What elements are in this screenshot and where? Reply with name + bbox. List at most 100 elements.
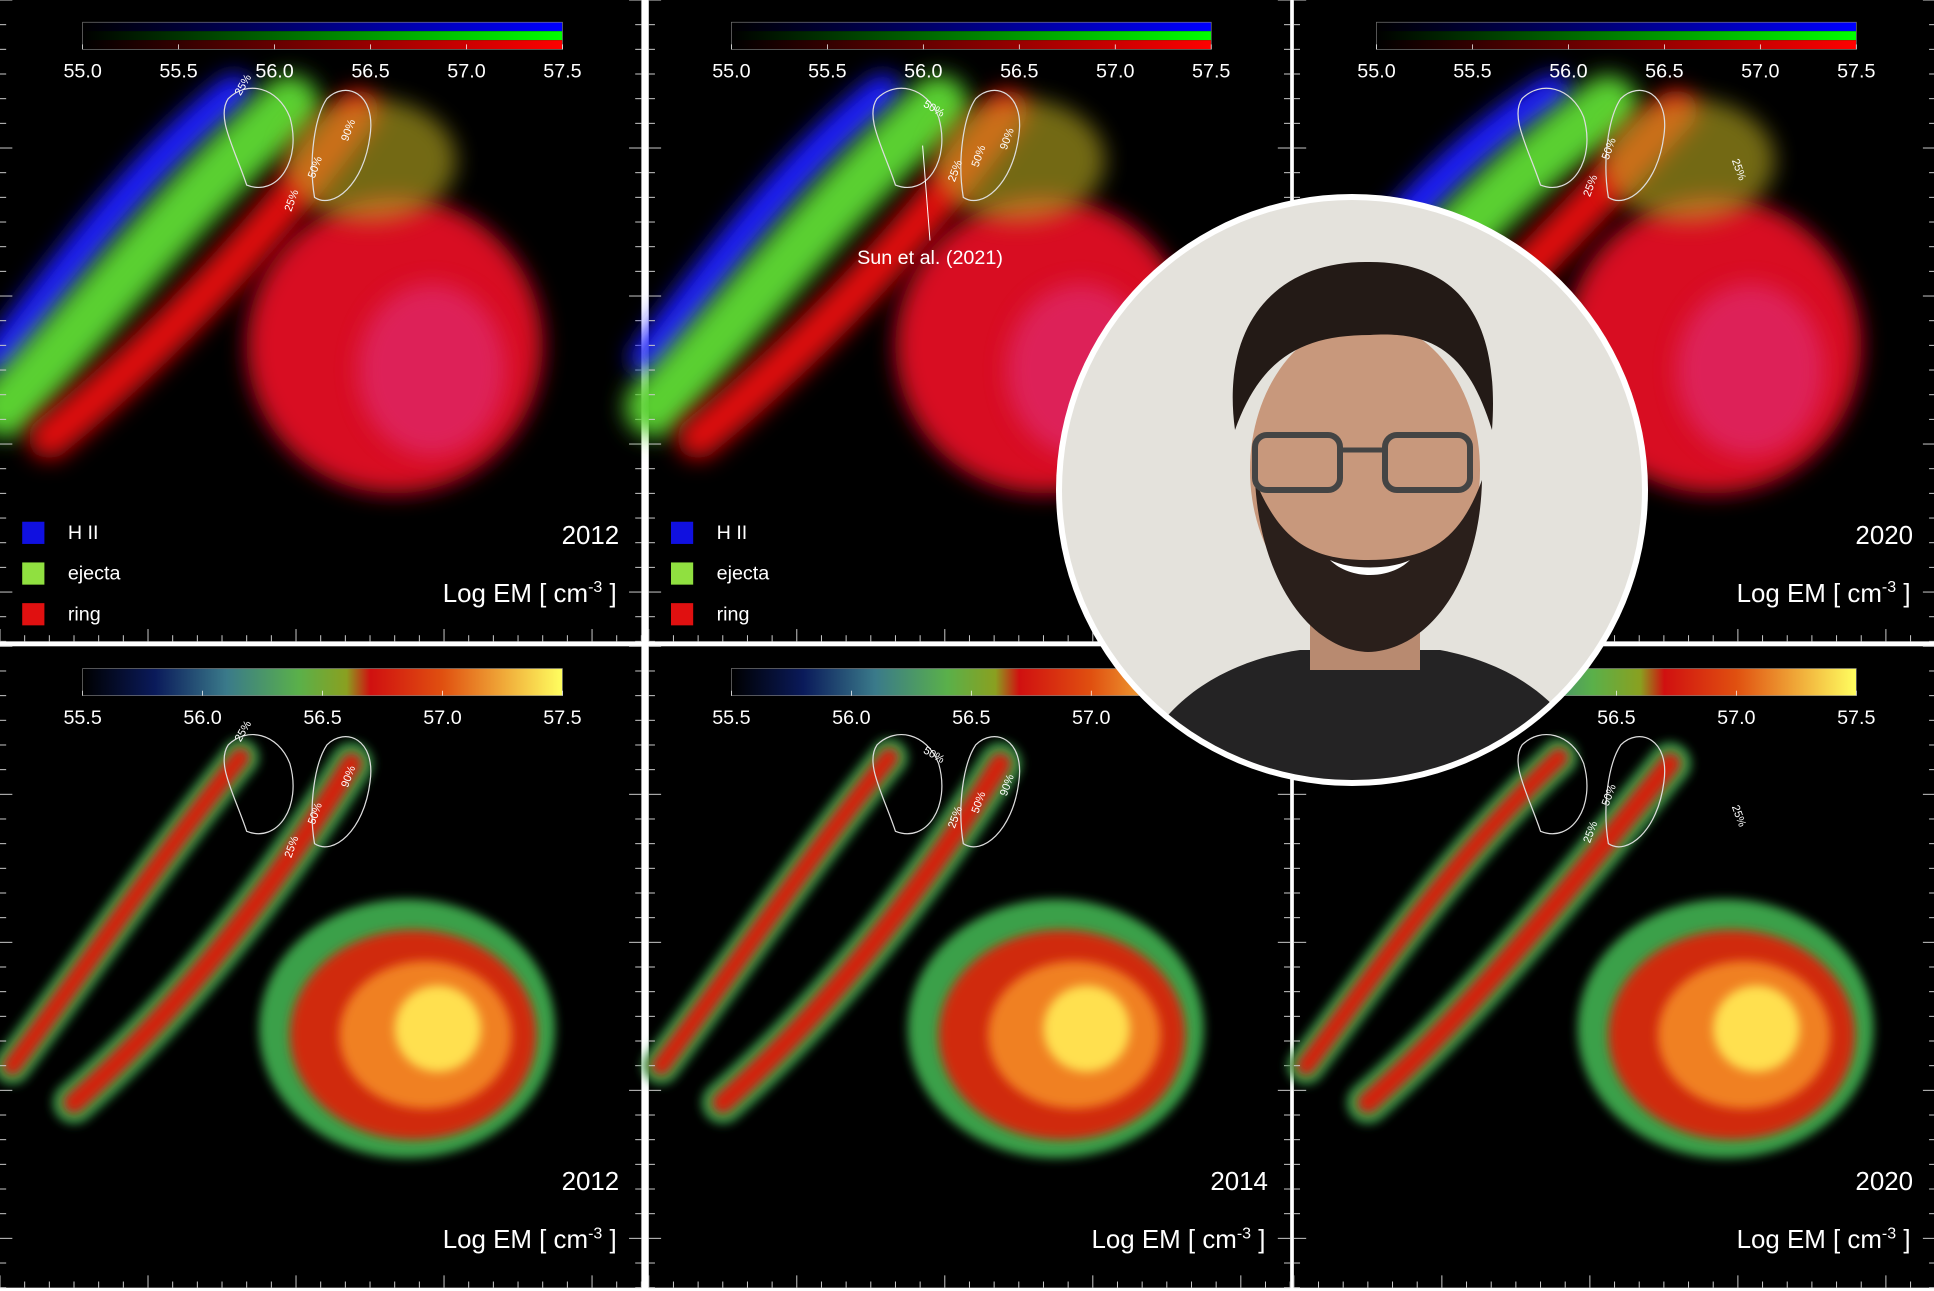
- colorbar-tick-label: 57.5: [543, 61, 581, 83]
- ring-top: [932, 98, 1106, 223]
- colorbar-strip: [82, 40, 563, 50]
- contour: [311, 736, 372, 848]
- axis-label-end: ]: [602, 1226, 616, 1254]
- colorbar-tick-label: 57.0: [1072, 707, 1110, 729]
- axis-label: Log EM [ cm-3 ]: [443, 578, 617, 608]
- axis-label-text: Log EM [ cm: [1737, 580, 1882, 608]
- hair: [1232, 261, 1493, 430]
- axis-label-text: Log EM [ cm: [1092, 1226, 1237, 1254]
- colorbar-frame: [82, 21, 563, 50]
- streak-inner: [651, 748, 899, 1075]
- smile: [1330, 560, 1410, 575]
- colorbar-tick-label: 55.5: [1453, 61, 1491, 83]
- panel: 55.0 55.5 56.0 56.5 57.0 57.550%25%50%90%Sun …: [625, 0, 1291, 642]
- colorbar-tick-label: 56.5: [1597, 707, 1635, 729]
- year-label: 2020: [1855, 1168, 1913, 1196]
- colorbar-strip: [1376, 40, 1857, 50]
- colorbar-tick-label: 57.5: [543, 707, 581, 729]
- hii-band: [630, 74, 902, 377]
- contour: [1605, 89, 1666, 202]
- axis-label-text: Log EM [ cm: [443, 1226, 588, 1254]
- colorbar-tick-label: 55.0: [1357, 61, 1395, 83]
- ring-top: [1602, 98, 1775, 223]
- contour: [872, 87, 943, 188]
- year-label: 2020: [1855, 522, 1913, 550]
- beard: [1255, 480, 1482, 652]
- ejecta-band: [625, 75, 969, 437]
- colorbar-strip: [82, 22, 563, 32]
- axis-label: Log EM [ cm-3 ]: [1737, 1224, 1911, 1254]
- streak-inner: [712, 753, 1011, 1114]
- contour: [1517, 87, 1588, 188]
- streak-inner: [1296, 748, 1569, 1075]
- ring-core: [357, 283, 506, 457]
- colorbar-tick-label: 56.5: [351, 61, 389, 83]
- legend-swatch: [670, 603, 694, 626]
- legend-label: ring: [68, 603, 101, 625]
- axis-label: Log EM [ cm-3 ]: [1737, 578, 1911, 608]
- contour: [960, 89, 1021, 202]
- annotation: Sun et al. (2021): [857, 247, 1003, 269]
- colorbar-tick-label: 57.0: [1741, 61, 1779, 83]
- colorbar-tick-label: 57.0: [1096, 61, 1134, 83]
- colorbar-tick-label: 56.5: [303, 707, 341, 729]
- colorbar-tick-label: 57.5: [1837, 61, 1875, 83]
- colorbar-tick-label: 56.0: [832, 707, 870, 729]
- glasses-left: [1252, 432, 1343, 493]
- legend-label: H II: [68, 522, 99, 544]
- legend-swatch: [670, 562, 694, 585]
- panel: 55.5 56.0 56.5 57.0 57.525%25%50%90%2012Log …: [0, 645, 642, 1289]
- legend-label: ejecta: [717, 563, 770, 585]
- cloud-yellow: [394, 985, 482, 1072]
- axis-label-sup: -3: [1237, 1224, 1251, 1242]
- axis-label: Log EM [ cm-3 ]: [443, 1224, 617, 1254]
- colorbar-tick-label: 56.5: [952, 707, 990, 729]
- colorbar-strip: [1376, 31, 1857, 41]
- axis-label-end: ]: [1251, 1226, 1265, 1254]
- year-label: 2012: [562, 522, 620, 550]
- panel: 55.556.056.557.057.550%25%50%90%2014Log …: [642, 645, 1291, 1289]
- contour: [960, 736, 1021, 848]
- cloud-yellow: [1713, 985, 1800, 1072]
- emission-map: [0, 74, 543, 494]
- colorbar-tick-label: 55.0: [63, 61, 101, 83]
- legend-label: ejecta: [68, 563, 121, 585]
- colorbar-strip: [82, 31, 563, 41]
- colorbar-tick-label: 57.0: [423, 707, 461, 729]
- axis-label-end: ]: [1896, 580, 1910, 608]
- year-label: 2014: [1210, 1168, 1268, 1196]
- colorbar-tick-label: 55.5: [808, 61, 846, 83]
- streak-inner: [3, 748, 250, 1075]
- axis-label: Log EM [ cm-3 ]: [1092, 1224, 1266, 1254]
- contour: [872, 734, 943, 835]
- legend-swatch: [22, 562, 45, 585]
- colorbar-strip: [1376, 22, 1857, 32]
- legend-swatch: [22, 603, 45, 626]
- colorbar-strip: [731, 31, 1212, 41]
- colorbar-tick-label: 57.5: [1837, 707, 1875, 729]
- panel: 55.0 55.5 56.0 56.5 57.0 57.525%25%50%90%H II…: [0, 0, 642, 642]
- contour: [311, 89, 372, 202]
- contour: [1605, 736, 1666, 848]
- annotation-line: [922, 145, 931, 241]
- streak-inner: [63, 753, 363, 1114]
- colorbar-tick-label: 56.0: [183, 707, 221, 729]
- axis-label-text: Log EM [ cm: [1737, 1226, 1882, 1254]
- colorbar-tick-label: 57.0: [447, 61, 485, 83]
- contour: [223, 734, 294, 835]
- photo: [1062, 200, 1642, 780]
- contour: [1517, 734, 1588, 835]
- emission-map: [0, 734, 556, 1159]
- colorbar-tick-label: 56.5: [1645, 61, 1683, 83]
- colorbar-tick-label: 56.0: [904, 61, 942, 83]
- glasses-right: [1382, 432, 1473, 493]
- year-label: 2012: [562, 1168, 620, 1196]
- colorbar-tick-label: 57.0: [1717, 707, 1755, 729]
- ring-core: [1676, 283, 1825, 457]
- axis-label-sup: -3: [588, 578, 602, 596]
- colorbar-frame: [731, 21, 1212, 50]
- colorbar-strip: [731, 22, 1212, 32]
- cloud-yellow: [1043, 985, 1130, 1072]
